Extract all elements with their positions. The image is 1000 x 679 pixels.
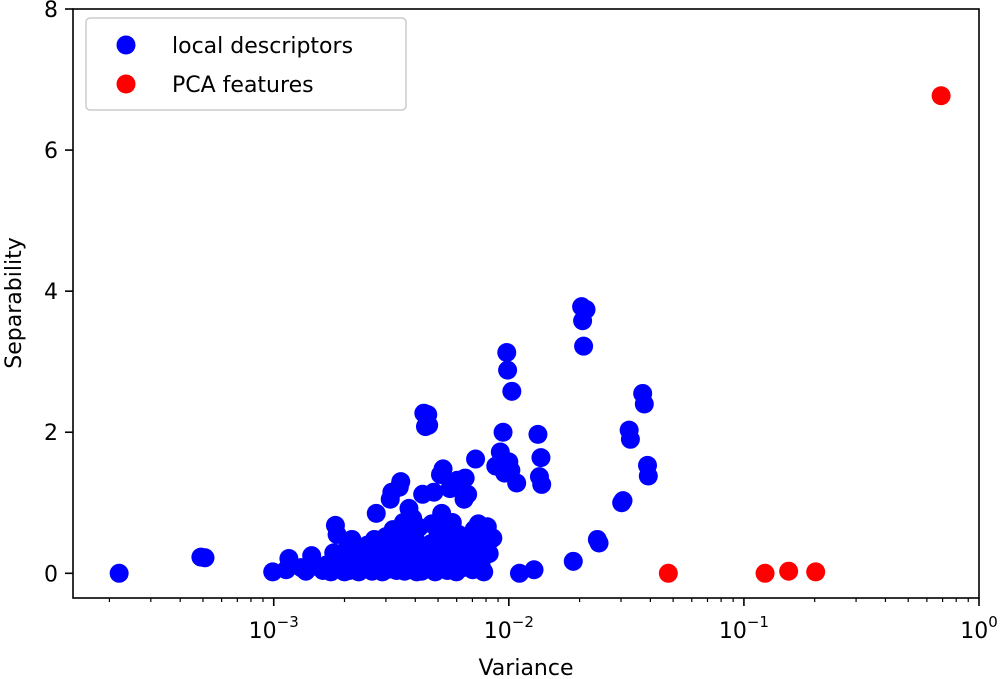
point-local-descriptors-2 <box>195 548 215 568</box>
point-local-descriptors-134 <box>563 551 583 571</box>
point-local-descriptors-106 <box>466 449 486 469</box>
legend-box <box>85 17 407 111</box>
point-pca-features-0 <box>658 563 678 583</box>
point-local-descriptors-112 <box>474 562 494 582</box>
point-pca-features-2 <box>779 561 799 581</box>
point-pca-features-3 <box>806 562 826 582</box>
point-pca-features-4 <box>931 86 951 106</box>
y-tick-label: 0 <box>44 562 58 587</box>
point-local-descriptors-15 <box>327 525 347 545</box>
x-axis: 10−3 10−2 10−1 100 <box>108 598 998 644</box>
legend: local descriptors PCA features <box>85 17 407 111</box>
point-local-descriptors-0 <box>109 563 129 583</box>
legend-label-pca-features: PCA features <box>172 73 314 98</box>
y-axis-label: Separability <box>2 237 27 368</box>
legend-label-local-descriptors: local descriptors <box>172 34 353 59</box>
point-local-descriptors-117 <box>483 528 503 548</box>
point-local-descriptors-73 <box>424 482 444 502</box>
point-local-descriptors-133 <box>532 474 552 494</box>
point-local-descriptors-132 <box>531 448 551 468</box>
x-tick-label: 10−2 <box>484 613 534 644</box>
point-pca-features-1 <box>755 563 775 583</box>
x-tick-label: 100 <box>960 613 998 644</box>
point-local-descriptors-146 <box>634 394 654 414</box>
point-local-descriptors-46 <box>391 472 411 492</box>
point-local-descriptors-142 <box>613 491 633 511</box>
plot-frame <box>72 8 980 599</box>
y-tick-label: 2 <box>44 421 58 446</box>
point-local-descriptors-144 <box>620 429 640 449</box>
point-local-descriptors-128 <box>509 563 529 583</box>
point-local-descriptors-126 <box>502 381 522 401</box>
y-tick-label: 8 <box>44 0 58 23</box>
point-local-descriptors-130 <box>528 424 548 444</box>
point-local-descriptors-123 <box>498 360 518 380</box>
point-local-descriptors-122 <box>497 343 517 363</box>
point-local-descriptors-100 <box>458 484 478 504</box>
x-axis-label: Variance <box>478 656 573 679</box>
point-local-descriptors-127 <box>507 473 527 493</box>
x-tick-label: 10−3 <box>249 613 299 644</box>
point-local-descriptors-140 <box>589 533 609 553</box>
point-local-descriptors-137 <box>574 336 594 356</box>
y-tick-label: 6 <box>44 139 58 164</box>
x-tick-label: 10−1 <box>719 613 769 644</box>
y-axis: 0 2 4 6 8 <box>44 0 73 587</box>
point-local-descriptors-148 <box>638 466 658 486</box>
point-local-descriptors-98 <box>455 468 475 488</box>
y-tick-label: 4 <box>44 280 58 305</box>
point-local-descriptors-138 <box>576 300 596 319</box>
point-local-descriptors-31 <box>366 503 386 523</box>
point-local-descriptors-115 <box>479 544 499 564</box>
points-layer <box>109 86 951 583</box>
legend-marker-pca-features <box>116 74 136 94</box>
point-local-descriptors-68 <box>419 415 439 435</box>
point-local-descriptors-120 <box>493 422 513 442</box>
point-local-descriptors-80 <box>433 459 453 479</box>
point-local-descriptors-129 <box>524 560 544 580</box>
legend-marker-local-descriptors <box>116 35 136 55</box>
